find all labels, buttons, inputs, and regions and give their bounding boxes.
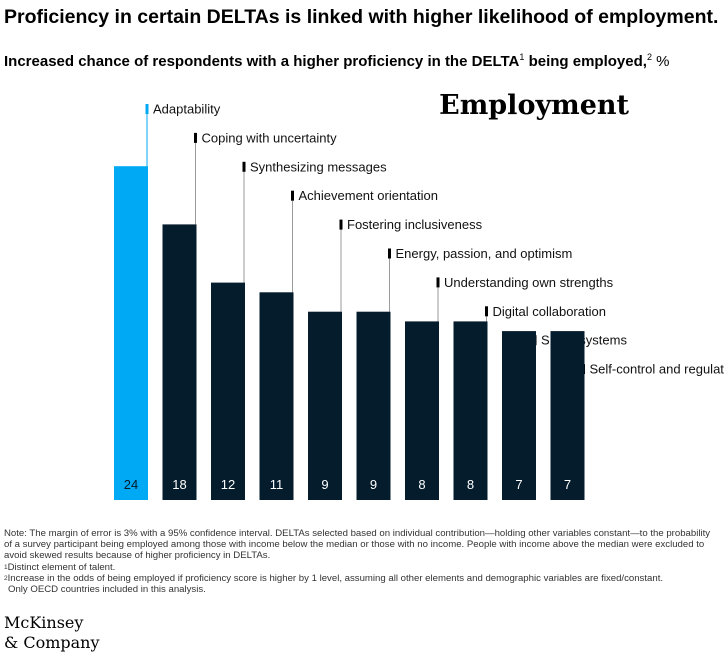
value-label: 8 bbox=[418, 477, 425, 492]
category-marker bbox=[485, 306, 488, 317]
category-label: Digital collaboration bbox=[493, 304, 606, 319]
logo-line-2: & Company bbox=[4, 633, 100, 652]
subtitle-main: Increased chance of respondents with a h… bbox=[4, 53, 520, 70]
category-label: Synthesizing messages bbox=[250, 159, 387, 174]
category-label: Energy, passion, and optimism bbox=[396, 246, 573, 261]
footnote-2-continuation: Only OECD countries included in this ana… bbox=[8, 584, 206, 596]
category-marker bbox=[194, 132, 197, 143]
bar bbox=[114, 166, 148, 500]
bar bbox=[502, 331, 536, 500]
category-marker bbox=[291, 190, 294, 201]
note-text: Note: The margin of error is 3% with a 9… bbox=[4, 528, 711, 562]
category-marker bbox=[242, 161, 246, 172]
bars-group: Adaptability 24 Coping with uncertainty 18 S… bbox=[114, 102, 724, 500]
logo-line-1: McKinsey bbox=[4, 613, 84, 632]
footnote-2-marker: 2 bbox=[4, 574, 8, 582]
mckinsey-logo: McKinsey & Company bbox=[4, 613, 100, 653]
value-label: 7 bbox=[564, 477, 571, 492]
footnote-1-text: Distinct element of talent. bbox=[7, 561, 116, 573]
bar bbox=[356, 311, 391, 500]
footnote-1: 1Distinct element of talent. bbox=[4, 562, 720, 573]
value-label: 7 bbox=[515, 477, 522, 492]
chart-heading: Employment bbox=[439, 90, 629, 121]
category-label: Adaptability bbox=[153, 102, 221, 117]
category-label: Understanding own strengths bbox=[444, 275, 614, 290]
category-marker bbox=[436, 277, 440, 288]
bar bbox=[405, 321, 439, 500]
subtitle-footnote-1: 1 bbox=[519, 52, 525, 62]
bar bbox=[308, 311, 342, 500]
value-label: 9 bbox=[370, 477, 377, 492]
bar bbox=[259, 292, 294, 500]
bar bbox=[162, 224, 197, 500]
bar bbox=[211, 282, 245, 500]
category-label: Fostering inclusiveness bbox=[347, 217, 483, 232]
value-label: 18 bbox=[172, 477, 186, 492]
category-label: Coping with uncertainty bbox=[202, 130, 338, 145]
subtitle-mid: being employed, bbox=[524, 53, 647, 70]
footnote-2-text: Increase in the odds of being employed i… bbox=[7, 572, 664, 584]
category-marker bbox=[339, 219, 343, 230]
value-label: 12 bbox=[221, 477, 235, 492]
bar bbox=[453, 321, 488, 500]
category-marker bbox=[145, 104, 149, 114]
value-label: 9 bbox=[321, 477, 328, 492]
notes-section: Note: The margin of error is 3% with a 9… bbox=[4, 528, 720, 595]
page-title: Proficiency in certain DELTAs is linked … bbox=[4, 6, 719, 28]
value-label: 11 bbox=[270, 477, 284, 492]
value-label: 24 bbox=[124, 477, 138, 492]
footnote-1-marker: 1 bbox=[4, 563, 8, 571]
value-label: 8 bbox=[467, 477, 474, 492]
category-label: Self-control and regulation bbox=[590, 362, 724, 377]
category-label: Achievement orientation bbox=[299, 188, 438, 203]
subtitle-unit: % bbox=[651, 53, 670, 70]
chart-subtitle: Increased chance of respondents with a h… bbox=[4, 52, 670, 70]
footnote-2: 2Increase in the odds of being employed … bbox=[4, 573, 720, 584]
subtitle-footnote-2: 2 bbox=[646, 52, 652, 62]
category-marker bbox=[388, 248, 391, 259]
employment-bar-chart: Employment Adaptability 24 Coping with unc… bbox=[114, 90, 724, 500]
bar bbox=[550, 331, 585, 500]
